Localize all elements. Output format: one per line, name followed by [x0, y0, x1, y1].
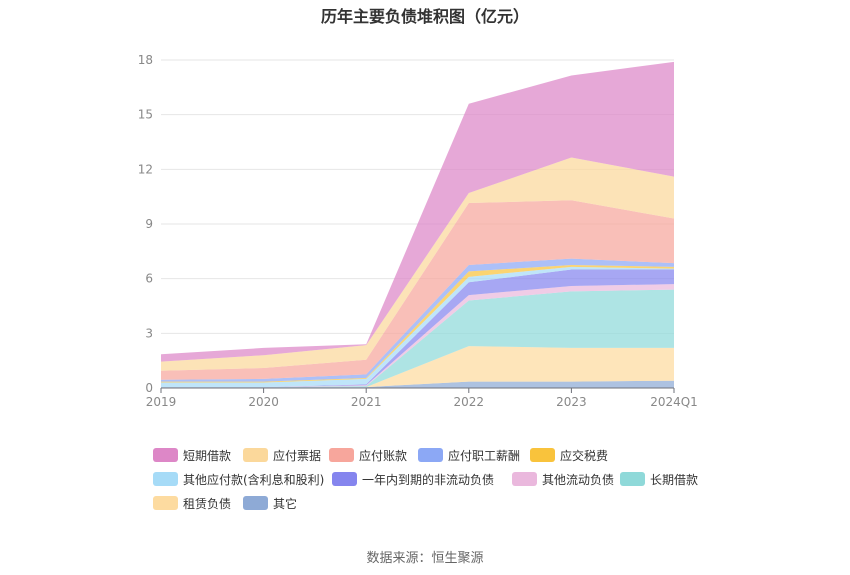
- x-tick-label: 2023: [556, 395, 587, 409]
- x-tick-label: 2022: [454, 395, 485, 409]
- area-一年内到期的非流动负债: [161, 269, 674, 388]
- legend-label: 应付票据: [273, 448, 322, 463]
- x-tick-label: 2020: [248, 395, 279, 409]
- legend-item[interactable]: 一年内到期的非流动负债: [332, 471, 494, 487]
- legend-swatch: [153, 496, 178, 510]
- legend-label: 一年内到期的非流动负债: [362, 472, 495, 487]
- legend-label: 应交税费: [560, 448, 609, 463]
- y-tick-label: 9: [145, 217, 153, 231]
- area-短期借款: [161, 61, 674, 362]
- legend-label: 应付职工薪酬: [448, 448, 521, 463]
- legend-label: 短期借款: [183, 448, 232, 463]
- legend-label: 应付账款: [359, 448, 408, 463]
- x-tick-label: 2021: [351, 395, 382, 409]
- y-tick-label: 0: [145, 381, 153, 395]
- legend-item[interactable]: 应交税费: [530, 447, 608, 463]
- legend-label: 其他应付款(含利息和股利): [183, 472, 325, 487]
- legend-swatch: [153, 448, 178, 462]
- data-source: 数据来源：恒生聚源: [366, 551, 484, 566]
- legend-label: 长期借款: [650, 472, 699, 487]
- legend-swatch: [332, 472, 357, 486]
- legend-swatch: [620, 472, 645, 486]
- area-应付账款: [161, 200, 674, 380]
- y-tick-label: 18: [138, 53, 153, 67]
- y-tick-label: 15: [138, 108, 153, 122]
- y-tick-label: 3: [145, 326, 153, 340]
- legend-swatch: [530, 448, 555, 462]
- legend-item[interactable]: 租赁负债: [153, 495, 231, 511]
- legend-label: 其他流动负债: [542, 472, 615, 487]
- x-tick-label: 2019: [146, 395, 177, 409]
- area-长期借款: [161, 289, 674, 388]
- legend-item[interactable]: 其他流动负债: [512, 471, 614, 487]
- y-tick-label: 6: [145, 272, 153, 286]
- legend-item[interactable]: 应付职工薪酬: [418, 447, 520, 463]
- legend-item[interactable]: 短期借款: [153, 447, 231, 463]
- legend-label: 租赁负债: [183, 496, 232, 511]
- legend-label: 其它: [273, 496, 298, 511]
- legend-swatch: [512, 472, 537, 486]
- area-应付职工薪酬: [161, 258, 674, 382]
- chart-title: 历年主要负债堆积图（亿元）: [320, 7, 529, 26]
- x-tick-label: 2024Q1: [650, 395, 698, 409]
- y-tick-label: 12: [138, 162, 153, 176]
- area-其它: [161, 380, 674, 388]
- stacked-area-chart: 0 3 6 9 12 15 18 2019 2020 2021 2022 2023 2024Q1: [138, 53, 698, 409]
- area-应付票据: [161, 157, 674, 371]
- legend-item[interactable]: 应付票据: [243, 447, 321, 463]
- area-series: [161, 61, 674, 388]
- legend-item[interactable]: 应付账款: [329, 447, 407, 463]
- legend-item[interactable]: 长期借款: [620, 471, 698, 487]
- legend-swatch: [153, 472, 178, 486]
- legend-swatch: [418, 448, 443, 462]
- legend-item[interactable]: 其他应付款(含利息和股利): [153, 471, 324, 487]
- legend-swatch: [329, 448, 354, 462]
- legend-item[interactable]: 其它: [243, 495, 297, 511]
- axes: 0 3 6 9 12 15 18 2019 2020 2021 2022 2023 2024Q1: [138, 53, 698, 409]
- legend-swatch: [243, 448, 268, 462]
- legend-swatch: [243, 496, 268, 510]
